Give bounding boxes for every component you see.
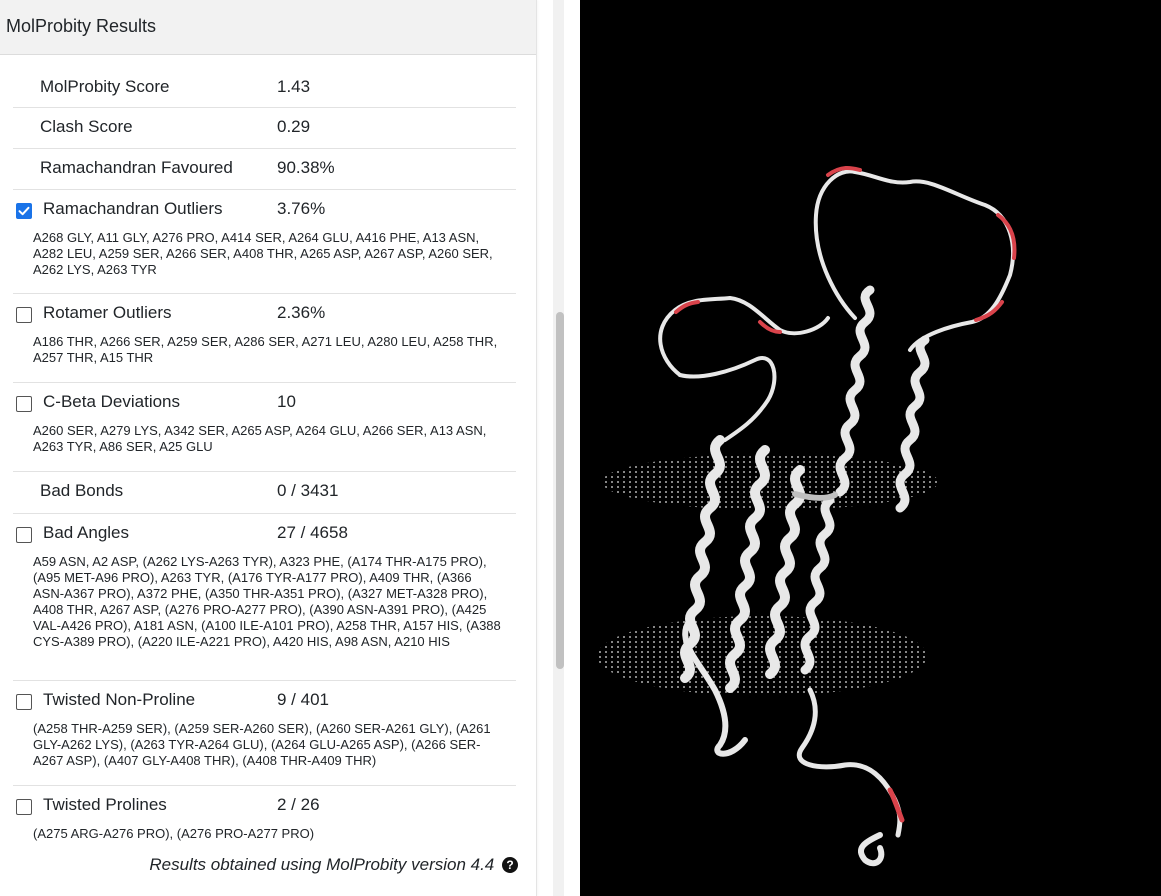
row-label: MolProbity Score bbox=[40, 77, 170, 96]
row-bad-angles: Bad Angles 27 / 4658 A59 ASN, A2 ASP, (A… bbox=[13, 514, 516, 681]
row-label: Twisted Non-Proline bbox=[43, 690, 196, 709]
checkmark-icon bbox=[18, 206, 30, 216]
row-rotamer-outliers: Rotamer Outliers 2.36% A186 THR, A266 SE… bbox=[13, 294, 516, 383]
rotamer-outliers-checkbox[interactable] bbox=[16, 307, 32, 323]
row-label: Clash Score bbox=[40, 117, 133, 136]
row-ramachandran-outliers: Ramachandran Outliers 3.76% A268 GLY, A1… bbox=[13, 190, 516, 294]
outlier-details: (A258 THR-A259 SER), (A259 SER-A260 SER)… bbox=[33, 721, 491, 768]
row-cbeta-deviations: C-Beta Deviations 10 A260 SER, A279 LYS,… bbox=[13, 383, 516, 472]
row-molprobity-score: MolProbity Score 1.43 bbox=[13, 68, 516, 108]
row-twisted-non-proline: Twisted Non-Proline 9 / 401 (A258 THR-A2… bbox=[13, 681, 516, 786]
footer-text: Results obtained using MolProbity versio… bbox=[149, 855, 495, 874]
results-panel: MolProbity Results MolProbity Score 1.43… bbox=[0, 0, 537, 896]
twisted-prolines-checkbox[interactable] bbox=[16, 799, 32, 815]
row-bad-bonds: Bad Bonds 0 / 3431 bbox=[13, 472, 516, 514]
question-circle-icon[interactable]: ? bbox=[502, 857, 518, 873]
outlier-details: (A275 ARG-A276 PRO), (A276 PRO-A277 PRO) bbox=[33, 826, 315, 841]
footer-note: Results obtained using MolProbity versio… bbox=[149, 855, 518, 875]
row-twisted-prolines: Twisted Prolines 2 / 26 (A275 ARG-A276 P… bbox=[13, 786, 516, 856]
row-label: Ramachandran Favoured bbox=[40, 158, 233, 177]
row-value: 9 / 401 bbox=[277, 690, 329, 709]
row-value: 10 bbox=[277, 392, 296, 411]
row-clash-score: Clash Score 0.29 bbox=[13, 108, 516, 149]
ribbon-chain bbox=[658, 166, 1017, 867]
row-value: 0 / 3431 bbox=[277, 481, 339, 500]
row-value: 90.38% bbox=[277, 158, 335, 177]
row-value: 1.43 bbox=[277, 77, 311, 96]
cbeta-deviations-checkbox[interactable] bbox=[16, 396, 32, 412]
row-value: 2.36% bbox=[277, 303, 326, 322]
row-value: 27 / 4658 bbox=[277, 523, 348, 542]
row-label: Ramachandran Outliers bbox=[43, 199, 223, 218]
outlier-details: A186 THR, A266 SER, A259 SER, A286 SER, … bbox=[33, 334, 498, 365]
results-list: MolProbity Score 1.43 Clash Score 0.29 R… bbox=[13, 68, 516, 856]
row-value: 3.76% bbox=[277, 199, 326, 218]
outlier-details: A260 SER, A279 LYS, A342 SER, A265 ASP, … bbox=[33, 423, 487, 454]
panel-header: MolProbity Results bbox=[0, 0, 536, 55]
row-label: Rotamer Outliers bbox=[43, 303, 172, 322]
protein-structure-render bbox=[597, 166, 1017, 867]
membrane-plane-top bbox=[602, 454, 938, 510]
row-label: Bad Angles bbox=[43, 523, 130, 542]
scrollbar-thumb[interactable] bbox=[556, 312, 564, 669]
panel-title: MolProbity Results bbox=[6, 16, 157, 36]
structure-viewer[interactable] bbox=[580, 0, 1161, 896]
twisted-non-proline-checkbox[interactable] bbox=[16, 694, 32, 710]
row-value: 2 / 26 bbox=[277, 795, 320, 814]
row-label: C-Beta Deviations bbox=[43, 392, 181, 411]
row-label: Bad Bonds bbox=[40, 481, 124, 500]
outlier-details: A59 ASN, A2 ASP, (A262 LYS-A263 TYR), A3… bbox=[33, 554, 501, 649]
outlier-details: A268 GLY, A11 GLY, A276 PRO, A414 SER, A… bbox=[33, 230, 493, 277]
ramachandran-outliers-checkbox[interactable] bbox=[16, 203, 32, 219]
membrane-plane-bottom bbox=[597, 616, 927, 696]
row-value: 0.29 bbox=[277, 117, 311, 136]
bad-angles-checkbox[interactable] bbox=[16, 527, 32, 543]
row-label: Twisted Prolines bbox=[43, 795, 167, 814]
row-ramachandran-favoured: Ramachandran Favoured 90.38% bbox=[13, 149, 516, 190]
